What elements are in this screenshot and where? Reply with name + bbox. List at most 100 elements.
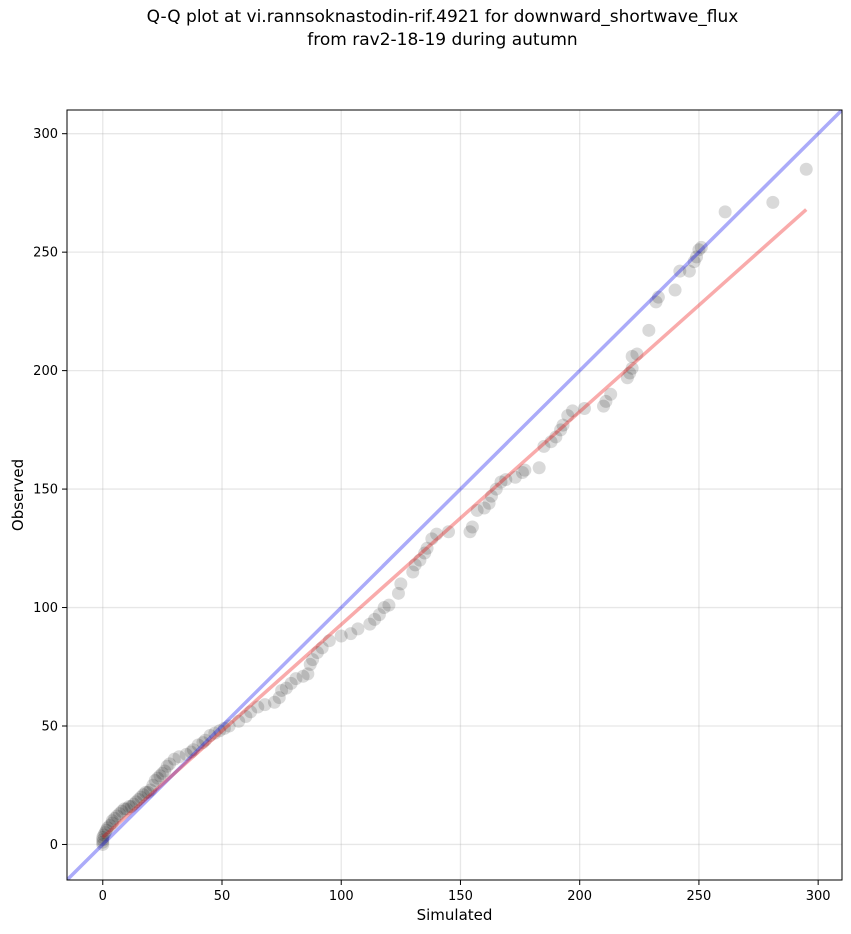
data-point (430, 527, 444, 541)
data-point (642, 323, 656, 337)
data-point (96, 833, 110, 847)
data-point (482, 496, 496, 510)
data-point (191, 738, 205, 752)
data-point (577, 402, 591, 416)
data-point (139, 785, 153, 799)
data-point (463, 525, 477, 539)
y-tick-label: 0 (50, 838, 58, 853)
data-point (122, 800, 136, 814)
data-point (127, 797, 141, 811)
x-tick-label: 250 (687, 889, 712, 904)
data-point (623, 366, 637, 380)
data-point (186, 743, 200, 757)
data-point (315, 641, 329, 655)
data-points (96, 162, 813, 851)
data-point (132, 792, 146, 806)
data-point (108, 811, 122, 825)
data-point (198, 733, 212, 747)
data-point (136, 788, 150, 802)
data-point (213, 724, 227, 738)
data-point (544, 435, 558, 449)
data-point (141, 785, 155, 799)
x-tick-label: 200 (567, 889, 592, 904)
data-point (105, 814, 119, 828)
data-point (477, 501, 491, 515)
x-tick-label: 0 (99, 889, 107, 904)
x-axis-label: Simulated (417, 906, 493, 924)
data-point (799, 162, 813, 176)
data-point (394, 577, 408, 591)
data-point (549, 430, 563, 444)
data-point (244, 705, 258, 719)
data-point (518, 463, 532, 477)
data-point (425, 532, 439, 546)
reference-lines (67, 110, 842, 880)
data-point (499, 473, 513, 487)
data-point (258, 698, 272, 712)
data-point (115, 804, 129, 818)
axis-ticks: 0 50 100 150 200 250 300 0 50 100 150 200 250 300 (33, 127, 830, 904)
data-point (692, 243, 706, 257)
data-point (556, 418, 570, 432)
data-point (110, 809, 124, 823)
data-point (275, 683, 289, 697)
y-tick-label: 150 (33, 483, 58, 498)
data-point (163, 757, 177, 771)
x-tick-label: 150 (448, 889, 473, 904)
data-point (120, 802, 134, 816)
data-point (391, 586, 405, 600)
data-point (484, 489, 498, 503)
y-tick-label: 200 (33, 364, 58, 379)
data-point (153, 769, 167, 783)
data-point (599, 394, 613, 408)
data-point (160, 759, 174, 773)
data-point (368, 612, 382, 626)
data-point (408, 558, 422, 572)
data-point (124, 800, 138, 814)
data-point (117, 802, 131, 816)
data-point (406, 565, 420, 579)
data-point (625, 349, 639, 363)
data-point (682, 264, 696, 278)
chart-title-line-1: Q-Q plot at vi.rannsoknastodin-rif.4921 … (146, 7, 739, 27)
x-tick-label: 100 (329, 889, 354, 904)
data-point (494, 475, 508, 489)
data-point (377, 601, 391, 615)
data-point (351, 622, 365, 636)
plot-frame (66, 109, 843, 881)
data-point (690, 250, 704, 264)
data-point (217, 721, 231, 735)
data-point (470, 503, 484, 517)
y-tick-label: 250 (33, 246, 58, 261)
data-point (239, 710, 253, 724)
one-to-one-line (67, 110, 842, 880)
data-point (172, 750, 186, 764)
data-point (322, 634, 336, 648)
grid-lines (67, 110, 842, 880)
data-point (363, 617, 377, 631)
x-tick-label: 50 (214, 889, 231, 904)
data-point (625, 361, 639, 375)
data-point (196, 736, 210, 750)
data-point (203, 728, 217, 742)
fit-line (101, 208, 808, 839)
data-point (465, 520, 479, 534)
data-point (306, 653, 320, 667)
data-point (96, 835, 110, 849)
data-point (649, 295, 663, 309)
data-point (284, 676, 298, 690)
data-point (515, 465, 529, 479)
data-point (344, 627, 358, 641)
data-point (597, 399, 611, 413)
data-point (158, 764, 172, 778)
data-point (279, 681, 293, 695)
data-point (651, 290, 665, 304)
data-point (267, 695, 281, 709)
data-point (96, 830, 110, 844)
data-point (766, 195, 780, 209)
data-point (673, 264, 687, 278)
data-point (442, 525, 456, 539)
data-point (179, 747, 193, 761)
data-point (413, 553, 427, 567)
data-point (151, 771, 165, 785)
